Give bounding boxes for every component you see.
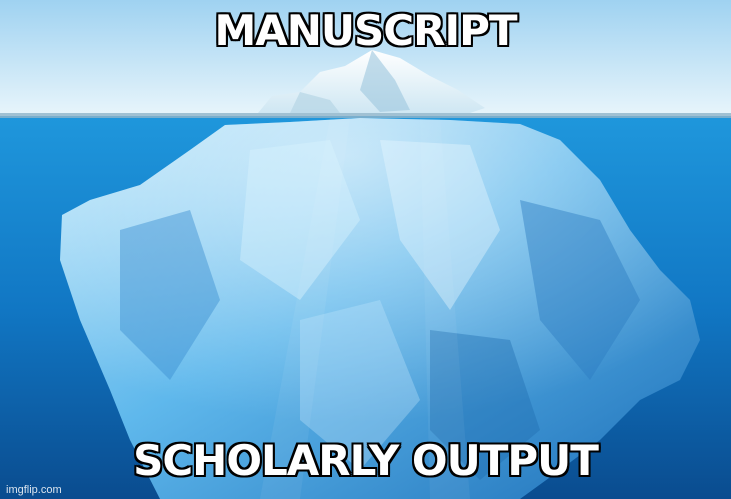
waterline bbox=[0, 113, 731, 118]
bottom-caption: SCHOLARLY OUTPUT bbox=[132, 436, 600, 485]
watermark: imgflip.com bbox=[6, 484, 62, 496]
top-caption: MANUSCRIPT bbox=[213, 6, 518, 55]
